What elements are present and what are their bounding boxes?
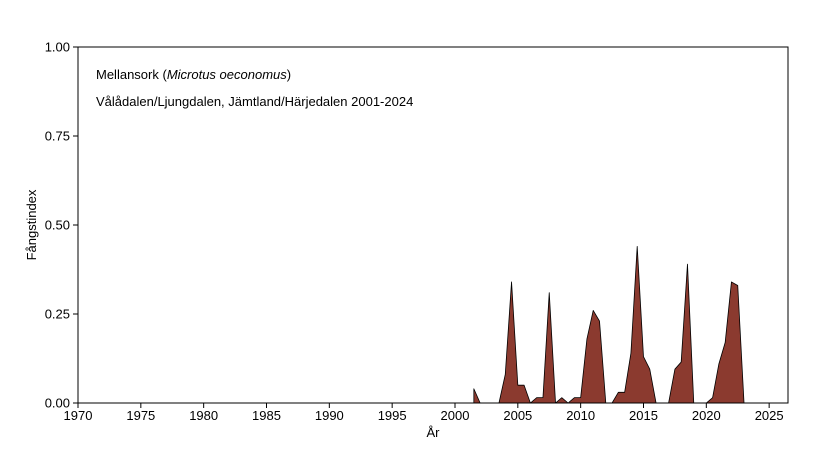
x-tick-label: 2010: [566, 408, 595, 423]
x-tick-label: 2015: [629, 408, 658, 423]
species-annotation: Mellansork (Microtus oeconomus): [96, 67, 291, 82]
x-tick-label: 2025: [755, 408, 784, 423]
x-tick-label: 1970: [64, 408, 93, 423]
species-paren-open: (: [159, 67, 168, 82]
area-series-0: [473, 245, 745, 404]
axes-layer: 1970 1975 1980 1985 1990 1995 2000 2005 2010 2015…: [45, 40, 784, 424]
x-tick-label: 2000: [441, 408, 470, 423]
species-paren-close: ): [287, 67, 291, 82]
data-layer: [473, 245, 745, 404]
y-tick-label: 0.25: [45, 307, 70, 322]
x-tick-label: 1995: [378, 408, 407, 423]
y-tick-label: 1.00: [45, 40, 70, 55]
y-tick-label: 0.50: [45, 218, 70, 233]
x-tick-label: 2020: [692, 408, 721, 423]
species-latin-name: Microtus oeconomus: [167, 67, 287, 82]
x-tick-label: 1975: [126, 408, 155, 423]
y-tick-label: 0.75: [45, 129, 70, 144]
location-annotation: Vålådalen/Ljungdalen, Jämtland/Härjedale…: [96, 94, 413, 109]
y-tick-label: 0.00: [45, 396, 70, 411]
x-tick-label: 1980: [189, 408, 218, 423]
y-axis-title: Fångstindex: [24, 189, 39, 260]
x-tick-label: 2005: [503, 408, 532, 423]
species-common-name: Mellansork: [96, 67, 159, 82]
x-axis-title: År: [427, 425, 441, 440]
x-tick-label: 1990: [315, 408, 344, 423]
x-tick-label: 1985: [252, 408, 281, 423]
